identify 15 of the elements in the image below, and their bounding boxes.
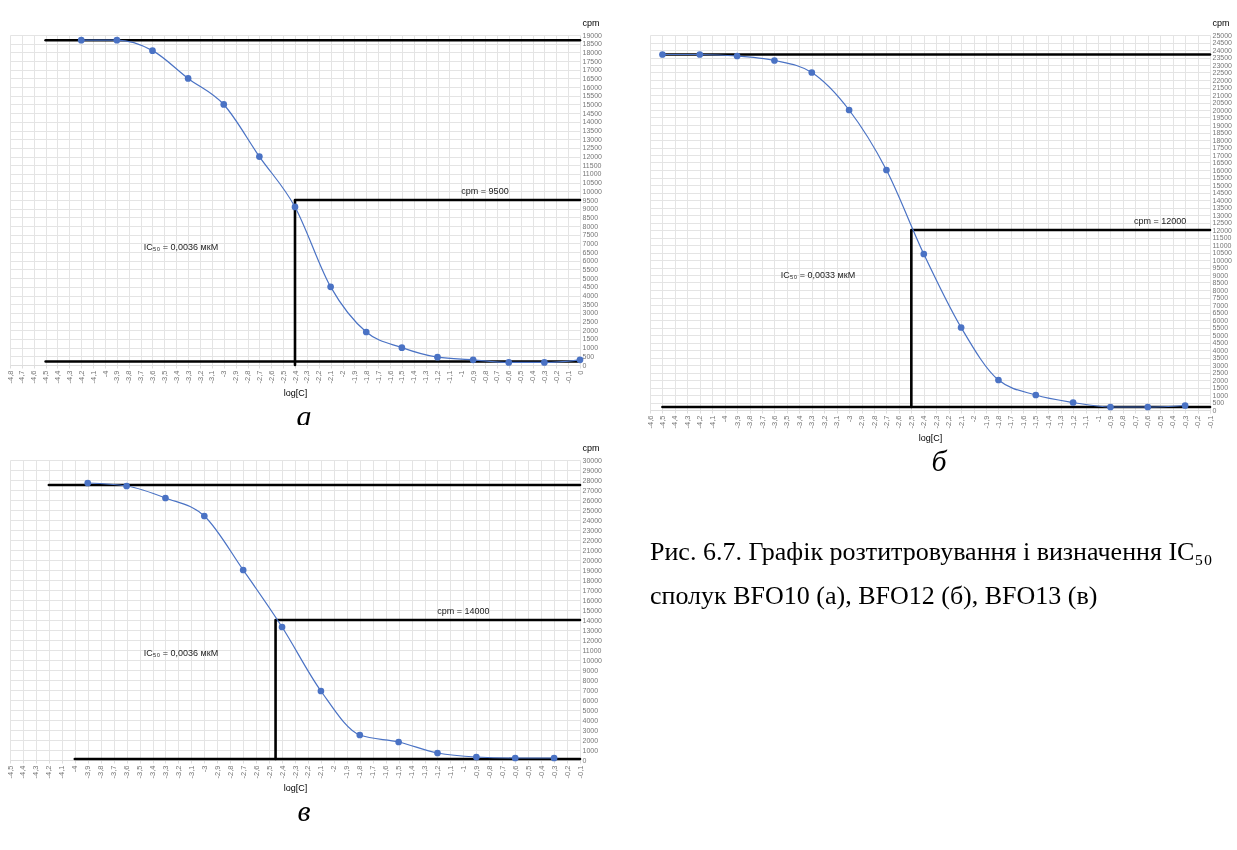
- y-axis-title: cpm: [1212, 17, 1230, 28]
- annotation: IC₅₀ = 0,0036 мкМ: [143, 241, 219, 252]
- text: в: [297, 794, 311, 827]
- x-axis-title: log[C]: [918, 433, 943, 444]
- annotation: cpm = 14000: [437, 606, 490, 616]
- annotation: cpm = 12000: [1134, 216, 1187, 226]
- text: б: [931, 444, 947, 477]
- text: Рис. 6.7. Графік розтитровування і визначення IC₅₀ сполук BFO10 (а), BFO12 (б), BFO13 (в): [650, 536, 1214, 612]
- x-axis-title: log[C]: [283, 783, 308, 794]
- y-axis-title: cpm: [582, 17, 600, 28]
- annotation: IC₅₀ = 0,0033 мкМ: [780, 269, 856, 280]
- annotation: cpm = 9500: [461, 186, 509, 196]
- y-axis-title: cpm: [582, 442, 600, 453]
- annotation: IC₅₀ = 0,0036 мкМ: [143, 648, 219, 658]
- x-axis-title: log[C]: [283, 388, 308, 399]
